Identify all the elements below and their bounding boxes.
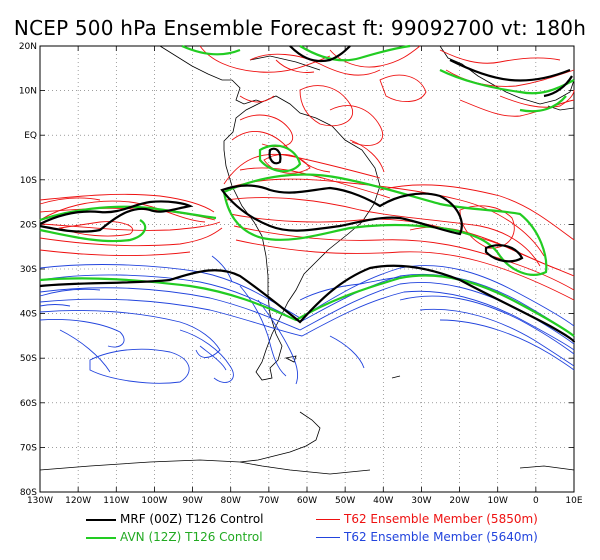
legend-swatch-blue-ensemble	[316, 537, 340, 538]
legend-swatch-red-ensemble	[316, 519, 340, 520]
coastline-mexico-pacific	[159, 45, 232, 81]
coastlines	[39, 45, 575, 475]
legend-item-blue-ensemble: T62 Ensemble Member (5640m)	[316, 530, 538, 544]
red-ensemble-contours	[39, 45, 575, 301]
coastline-south-georgia	[391, 375, 401, 379]
legend-label-avn: AVN (12Z) T126 Control	[120, 530, 263, 544]
lon-tick-label: 90W	[182, 496, 202, 506]
legend-item-red-ensemble: T62 Ensemble Member (5850m)	[316, 512, 538, 526]
lon-tick-label: 70W	[259, 496, 279, 506]
lon-tick-label: 10W	[488, 496, 508, 506]
coastline-central-america	[231, 79, 263, 105]
legend-label-blue-ensemble: T62 Ensemble Member (5640m)	[344, 530, 538, 544]
coastline-antarctic-peninsula	[239, 411, 321, 463]
lon-tick-label: 50W	[335, 496, 355, 506]
coastline-africa-west	[439, 45, 575, 105]
lat-tick-label: 60S	[20, 399, 37, 409]
mrf-control-contours	[39, 45, 576, 343]
lon-tick-label: 100W	[141, 496, 167, 506]
coastline-antarctica-east	[519, 465, 575, 471]
lat-tick-label: 20S	[20, 220, 37, 230]
lat-tick-label: 10S	[20, 176, 37, 186]
lat-tick-label: 50S	[20, 354, 37, 364]
lon-tick-label: 0	[533, 496, 539, 506]
lon-tick-label: 10E	[565, 496, 582, 506]
coastline-antarctica	[39, 459, 371, 475]
coastline-falklands	[284, 355, 297, 363]
axis-ticks	[39, 45, 575, 493]
lon-tick-label: 30W	[411, 496, 431, 506]
axis-tick-labels: 130W 120W 110W 100W 90W 80W 70W 60W 50W 40W 30W 20W…	[19, 42, 583, 506]
lon-tick-label: 20W	[449, 496, 469, 506]
lat-tick-label: 70S	[20, 443, 37, 453]
lat-tick-label: 40S	[20, 310, 37, 320]
legend-label-mrf: MRF (00Z) T126 Control	[120, 512, 264, 526]
legend-item-avn: AVN (12Z) T126 Control	[86, 530, 263, 544]
lat-tick-label: 80S	[20, 488, 37, 498]
lat-tick-label: 20N	[19, 42, 37, 52]
lon-tick-label: 80W	[221, 496, 241, 506]
lon-tick-label: 40W	[373, 496, 393, 506]
lat-tick-label: 30S	[20, 265, 37, 275]
legend-item-mrf: MRF (00Z) T126 Control	[86, 512, 264, 526]
lon-tick-label: 110W	[103, 496, 129, 506]
lon-tick-label: 130W	[27, 496, 53, 506]
legend-swatch-avn	[86, 536, 116, 539]
lon-tick-label: 120W	[65, 496, 91, 506]
legend-label-red-ensemble: T62 Ensemble Member (5850m)	[344, 512, 538, 526]
grid-lines	[40, 46, 574, 492]
chart-title: NCEP 500 hPa Ensemble Forecast ft: 99092…	[13, 16, 587, 40]
coastline-caribbean	[249, 55, 321, 71]
lat-tick-label: EQ	[24, 131, 37, 141]
lon-tick-label: 60W	[297, 496, 317, 506]
lat-tick-label: 10N	[19, 87, 37, 97]
legend-swatch-mrf	[86, 518, 116, 521]
